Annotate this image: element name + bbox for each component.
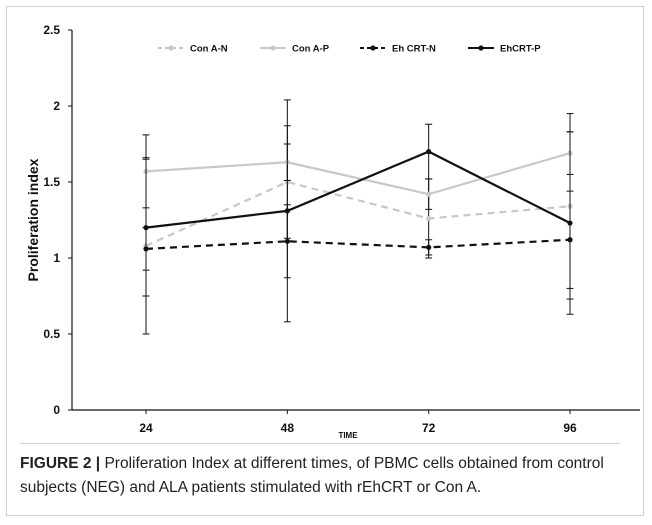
- caption-label: FIGURE 2 |: [20, 455, 101, 472]
- figure-frame: [6, 6, 644, 516]
- series-line: [145, 238, 571, 250]
- data-point: [284, 208, 290, 214]
- series-layer: [142, 99, 574, 335]
- legend-swatch-marker: [270, 45, 276, 51]
- data-point: [426, 215, 432, 222]
- legend-swatch-marker: [168, 45, 174, 51]
- data-point: [143, 225, 149, 231]
- legend-swatch-marker: [370, 45, 376, 51]
- y-tick-label: 0: [53, 403, 60, 417]
- axis-ticks: 0 0.5 1 1.5 2 2.5 24 48 72 96: [43, 23, 577, 435]
- y-tick-label: 2.5: [43, 23, 60, 37]
- data-point: [426, 191, 432, 197]
- x-tick-label: 96: [563, 421, 577, 435]
- y-tick-label: 0.5: [43, 327, 60, 341]
- legend-swatch-marker: [478, 45, 484, 51]
- legend-label: Con A-N: [190, 44, 228, 55]
- series-eh-crt-n: [142, 190, 574, 289]
- data-point: [426, 149, 432, 155]
- x-axis-label: TIME: [338, 431, 358, 440]
- y-tick-label: 1: [53, 251, 60, 265]
- series-con-a-n: [142, 113, 574, 335]
- y-tick-label: 1.5: [43, 175, 60, 189]
- series-line: [145, 150, 571, 229]
- legend-label: Con A-P: [292, 44, 330, 55]
- chart-axes: [71, 30, 640, 411]
- series-con-a-p: [142, 131, 574, 210]
- caption-text: Proliferation Index at different times, …: [20, 455, 604, 496]
- series-line: [145, 180, 571, 247]
- chart-legend: Con A-N Con A-P Eh CRT-N EhCRT-P: [158, 44, 541, 55]
- y-tick-label: 2: [53, 99, 60, 113]
- data-point: [426, 244, 432, 250]
- data-point: [567, 220, 573, 226]
- line-chart: 0 0.5 1 1.5 2 2.5 24 48 72 96 Con A-N Con A-P Eh CR…: [25, 23, 640, 440]
- x-tick-label: 24: [139, 421, 153, 435]
- figure-caption: FIGURE 2 | Proliferation Index at differ…: [20, 443, 620, 500]
- x-tick-label: 72: [422, 421, 436, 435]
- legend-label: Eh CRT-N: [392, 44, 436, 55]
- x-tick-label: 48: [281, 421, 295, 435]
- series-line: [145, 152, 571, 196]
- legend-label: EhCRT-P: [500, 44, 541, 55]
- y-axis-label: Proliferation index: [25, 158, 41, 281]
- series-ehcrt-p: [142, 99, 574, 323]
